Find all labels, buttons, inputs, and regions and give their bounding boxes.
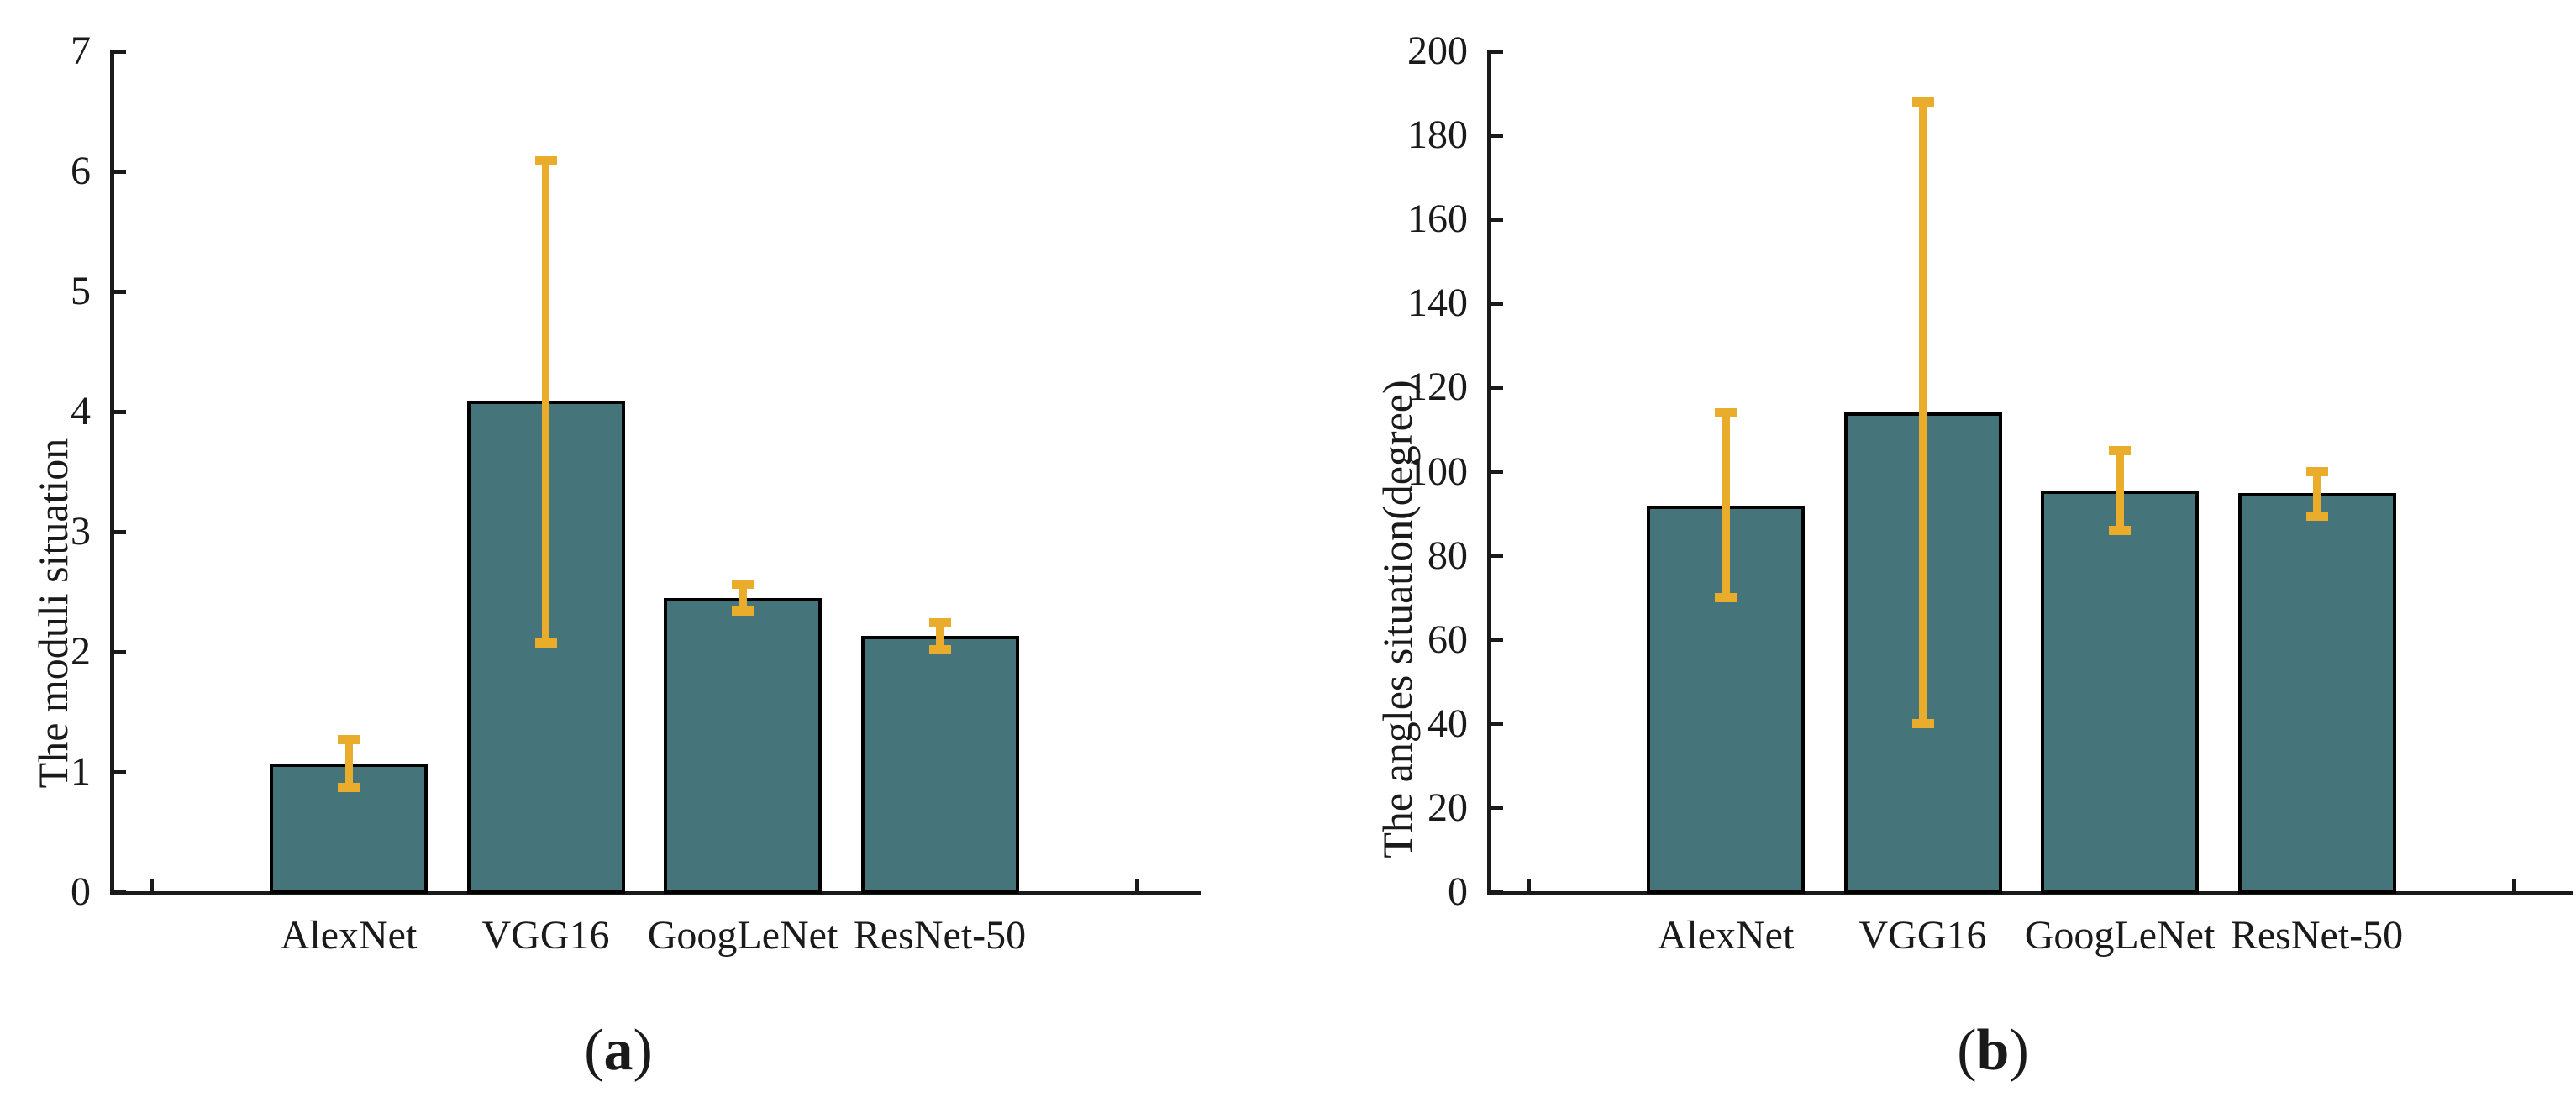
- caption-a-open-paren: (: [584, 1018, 604, 1083]
- category-label-alexnet: AlexNet: [280, 913, 418, 958]
- x-minor-tick: [1527, 879, 1531, 892]
- x-minor-tick: [2511, 879, 2516, 892]
- y-tick-label: 0: [1448, 869, 1468, 914]
- y-tick-label: 200: [1407, 29, 1468, 73]
- error-bar-cap-top: [2109, 445, 2131, 455]
- error-bar-cap-top: [1715, 407, 1737, 417]
- y-axis-label-angles: The angles situation(degree): [1374, 380, 1421, 858]
- error-bar-line: [2313, 471, 2321, 517]
- category-label-resnet-50: ResNet-50: [2230, 913, 2404, 958]
- category-label-googlenet: GoogLeNet: [2024, 913, 2216, 958]
- error-bar-line: [739, 584, 747, 612]
- y-tick: [1490, 49, 1503, 54]
- error-bar-cap-bottom: [338, 783, 360, 793]
- error-bar-cap-bottom: [534, 638, 557, 648]
- error-bar-cap-bottom: [1911, 719, 1934, 729]
- y-tick-label: 120: [1407, 365, 1468, 410]
- y-axis-line: [1487, 50, 1491, 895]
- y-tick: [113, 890, 126, 895]
- y-tick-label: 0: [71, 869, 91, 914]
- y-tick-label: 6: [71, 149, 91, 193]
- category-label-alexnet: AlexNet: [1657, 913, 1795, 958]
- y-tick-label: 1: [71, 749, 91, 794]
- y-tick: [113, 529, 126, 534]
- error-bar-cap-top: [2305, 467, 2328, 476]
- y-tick-label: 60: [1427, 617, 1468, 662]
- bar-resnet-50: [860, 636, 1019, 894]
- y-tick: [113, 769, 126, 774]
- y-tick: [1490, 890, 1503, 895]
- y-tick-label: 40: [1427, 701, 1468, 746]
- y-tick-label: 2: [71, 629, 91, 674]
- y-tick-label: 100: [1407, 449, 1468, 494]
- error-bar-cap-top: [732, 580, 754, 590]
- error-bar-cap-bottom: [928, 644, 951, 654]
- error-bar-cap-top: [1911, 97, 1934, 107]
- error-bar-line: [344, 739, 353, 788]
- y-tick: [1490, 385, 1503, 390]
- error-bar-line: [2116, 450, 2124, 531]
- y-tick: [1490, 638, 1503, 643]
- error-bar-cap-top: [928, 618, 951, 628]
- y-tick-label: 4: [71, 389, 91, 433]
- error-bar-line: [1919, 102, 1927, 724]
- y-tick: [113, 49, 126, 54]
- y-tick-label: 7: [71, 29, 91, 73]
- y-tick: [113, 289, 126, 294]
- y-tick-label: 20: [1427, 785, 1468, 830]
- y-tick-label: 160: [1407, 197, 1468, 242]
- y-tick-label: 5: [71, 269, 91, 313]
- bar-googlenet: [664, 597, 822, 894]
- caption-a: (a): [450, 1012, 786, 1089]
- caption-a-letter: a: [603, 1018, 633, 1083]
- y-tick: [1490, 470, 1503, 474]
- error-bar-cap-bottom: [2109, 526, 2131, 536]
- y-axis-label-moduli: The moduli situation: [29, 438, 76, 789]
- y-tick: [113, 649, 126, 654]
- error-bar-cap-bottom: [1715, 593, 1737, 603]
- caption-b-open-paren: (: [1957, 1018, 1977, 1083]
- y-axis-line: [110, 50, 114, 895]
- bar-resnet-50: [2237, 492, 2396, 894]
- caption-a-close-paren: ): [633, 1018, 653, 1083]
- error-bar-line: [936, 622, 944, 650]
- bar-googlenet: [2041, 491, 2199, 894]
- y-tick-label: 3: [71, 509, 91, 554]
- x-minor-tick: [1134, 879, 1139, 892]
- category-label-googlenet: GoogLeNet: [647, 913, 839, 958]
- caption-b-close-paren: ): [2009, 1018, 2029, 1083]
- error-bar-line: [1722, 412, 1730, 598]
- y-tick: [113, 169, 126, 174]
- y-tick-label: 80: [1427, 533, 1468, 578]
- x-axis-line: [1487, 891, 2573, 895]
- caption-b: (b): [1825, 1012, 2161, 1089]
- error-bar-cap-bottom: [2305, 511, 2328, 521]
- x-axis-line: [110, 891, 1201, 895]
- y-tick: [113, 409, 126, 414]
- caption-b-letter: b: [1976, 1018, 2010, 1083]
- y-tick: [1490, 806, 1503, 811]
- y-tick: [1490, 722, 1503, 727]
- category-label-vgg16: VGG16: [1858, 913, 1987, 958]
- x-minor-tick: [150, 879, 154, 892]
- y-tick: [1490, 217, 1503, 222]
- error-bar-cap-top: [338, 734, 360, 744]
- category-label-vgg16: VGG16: [481, 913, 610, 958]
- error-bar-line: [542, 160, 549, 643]
- y-tick-label: 180: [1407, 113, 1468, 158]
- error-bar-cap-top: [534, 155, 557, 165]
- category-label-resnet-50: ResNet-50: [853, 913, 1027, 958]
- y-tick-label: 140: [1407, 281, 1468, 326]
- y-tick: [1490, 133, 1503, 138]
- error-bar-cap-bottom: [732, 606, 754, 616]
- y-tick: [1490, 554, 1503, 559]
- y-tick: [1490, 301, 1503, 306]
